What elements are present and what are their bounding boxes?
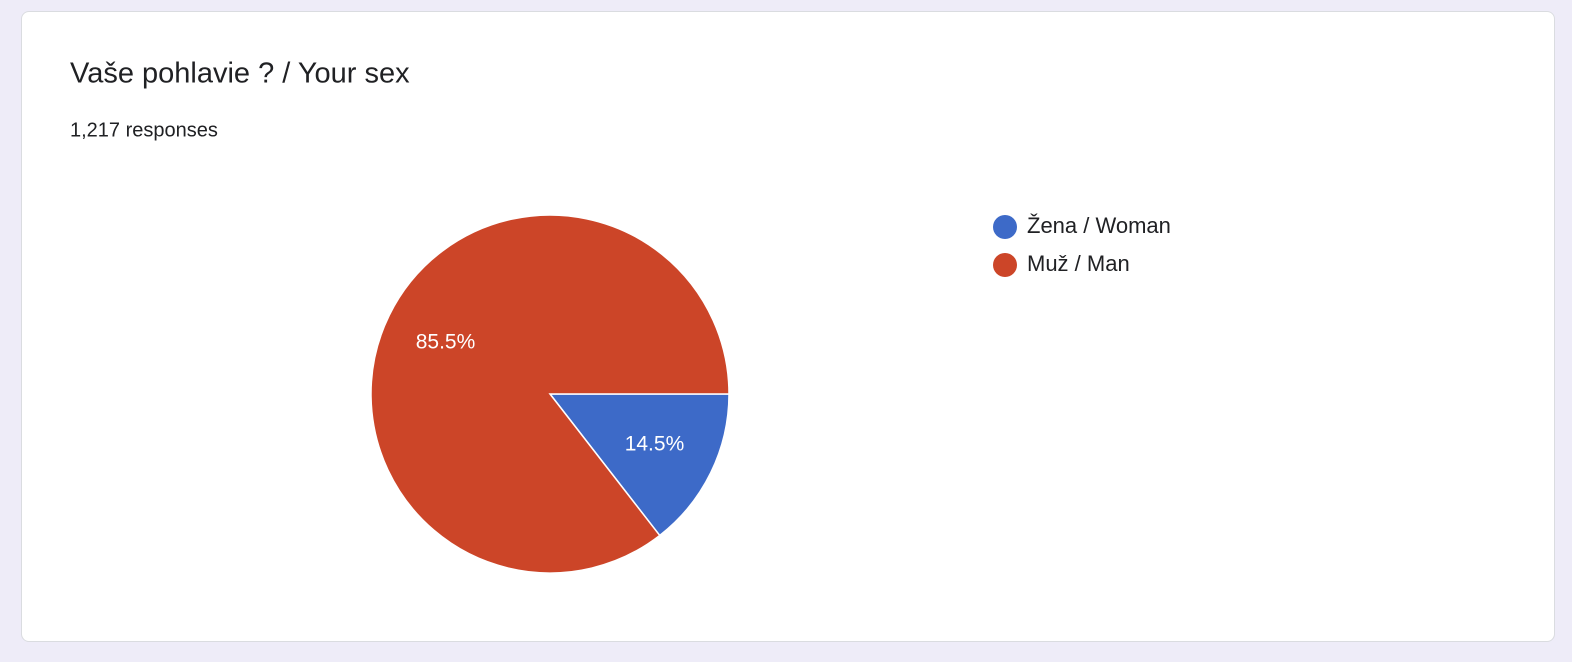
legend-marker [993, 215, 1017, 239]
card [21, 11, 1555, 642]
legend-marker [993, 253, 1017, 277]
data-label: 14.5% [625, 433, 685, 456]
chart-subtitle: 1,217 responses [70, 119, 218, 141]
legend-label: Žena / Woman [1027, 213, 1171, 238]
data-label: 85.5% [416, 330, 476, 353]
pie-slice [548, 393, 730, 537]
pie-slice [370, 214, 730, 574]
chart-title: Vaše pohlavie ? / Your sex [70, 58, 410, 90]
legend-label: Muž / Man [1027, 251, 1130, 276]
